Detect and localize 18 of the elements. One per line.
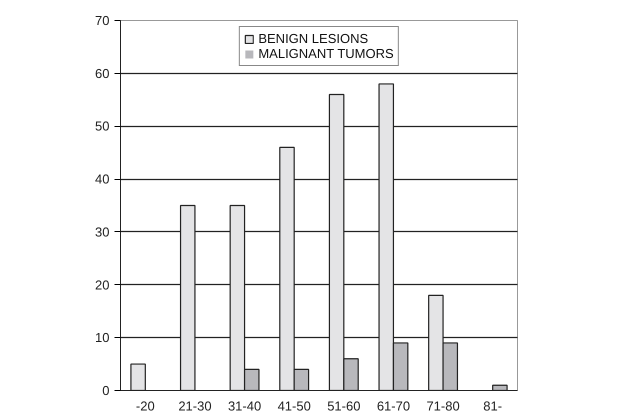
x-tick-label: 41-50 (278, 398, 311, 414)
legend-label: MALIGNANT TUMORS (258, 46, 394, 61)
y-tick-label: 60 (95, 66, 110, 81)
y-tick-label: 50 (95, 118, 110, 134)
y-tick-label: 30 (95, 224, 110, 240)
legend-label: BENIGN LESIONS (258, 31, 368, 46)
x-tick-label: 71-80 (426, 398, 460, 414)
y-tick-label: 40 (95, 172, 110, 187)
x-tick-label: 21-30 (178, 398, 212, 414)
y-tick-label: 10 (95, 330, 110, 346)
y-tick-label: 20 (95, 277, 110, 292)
x-tick-label: 31-40 (228, 398, 262, 414)
y-tick-label: 0 (102, 383, 110, 398)
x-tick-label: 61-70 (376, 398, 410, 414)
y-tick-label: 70 (95, 13, 110, 28)
x-tick-label: 81- (483, 398, 502, 414)
x-tick-label: -20 (136, 398, 155, 414)
x-tick-label: 51-60 (327, 398, 360, 414)
